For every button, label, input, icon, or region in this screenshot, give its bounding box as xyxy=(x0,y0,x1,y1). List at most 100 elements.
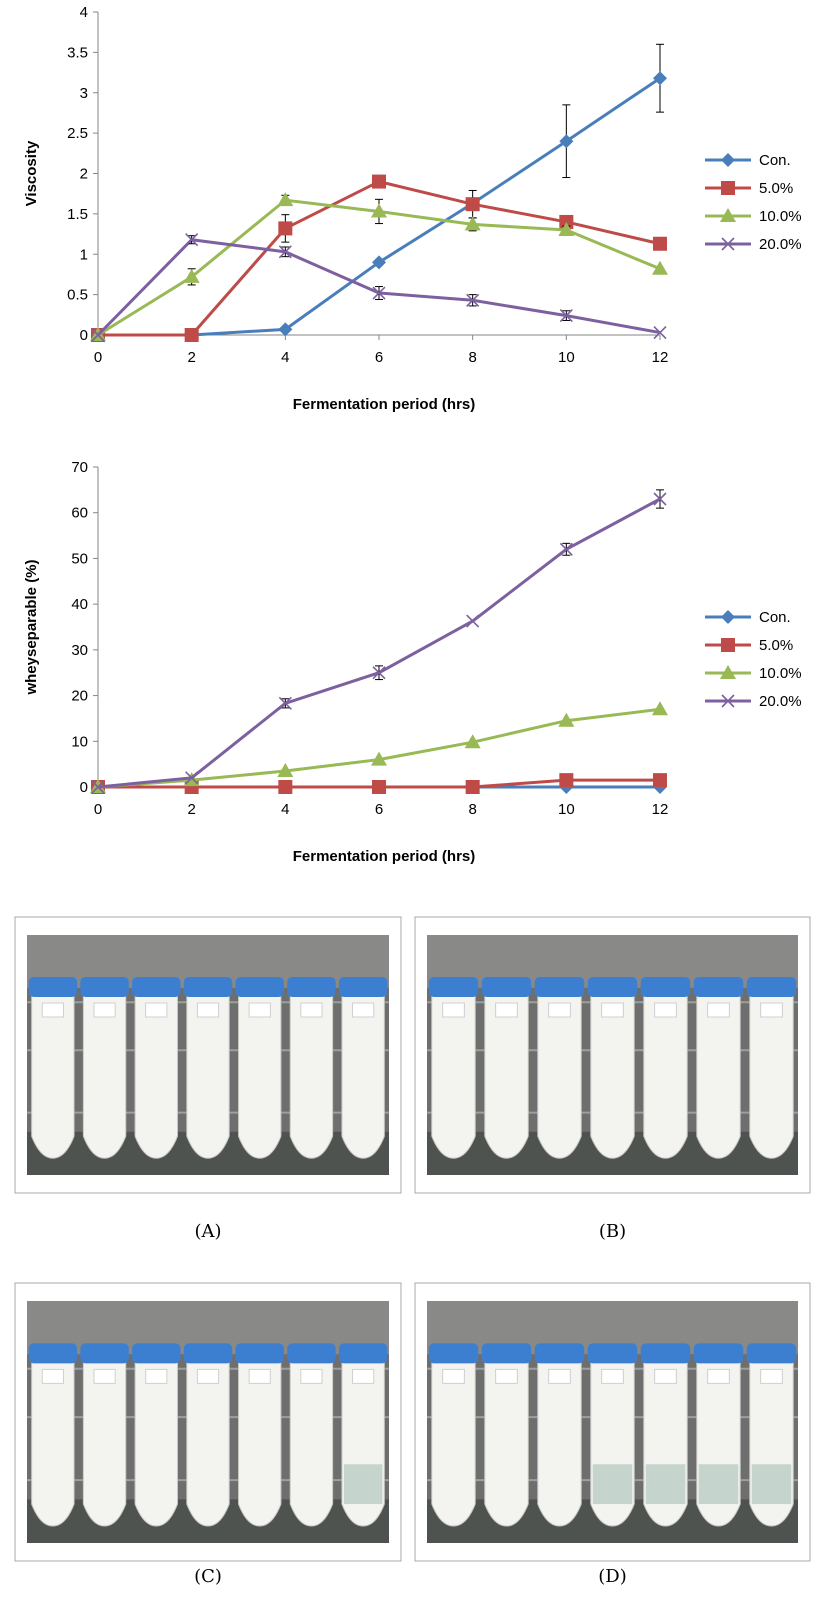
tube-label xyxy=(196,1002,220,1018)
legend-label: Con. xyxy=(759,152,791,169)
y-tick-label: 40 xyxy=(71,596,88,613)
data-point xyxy=(653,492,667,506)
legend-marker xyxy=(721,181,735,195)
tube-cap xyxy=(28,977,78,997)
tube-cap xyxy=(183,977,233,997)
tube xyxy=(537,1360,582,1527)
tube-label xyxy=(352,1368,375,1384)
tube-cap xyxy=(80,1343,129,1364)
tube-cap xyxy=(132,977,181,997)
data-point xyxy=(559,309,573,323)
tube xyxy=(590,994,635,1159)
series-1 xyxy=(91,773,667,794)
data-point xyxy=(559,773,574,788)
y-tick-label: 50 xyxy=(71,550,88,567)
x-axis-label: Fermentation period (hrs) xyxy=(293,396,476,413)
legend-label: Con. xyxy=(759,609,791,626)
y-tick-label: 30 xyxy=(71,642,88,659)
legend-label: 5.0% xyxy=(759,180,793,197)
y-tick-label: 10 xyxy=(71,733,88,750)
tube-cap xyxy=(587,1343,638,1364)
tube-label xyxy=(196,1368,220,1384)
legend-marker xyxy=(720,208,736,222)
tube-cap xyxy=(534,1343,585,1364)
data-point xyxy=(371,751,387,766)
tube-label xyxy=(442,1002,465,1018)
tube xyxy=(31,1360,75,1527)
data-point xyxy=(559,134,574,149)
legend-marker xyxy=(721,638,735,652)
data-point xyxy=(464,734,481,749)
data-point xyxy=(278,780,293,794)
data-point xyxy=(653,71,667,86)
tube-cap xyxy=(132,1343,181,1364)
whey-layer xyxy=(592,1464,633,1505)
tube-label xyxy=(145,1368,168,1384)
tube-cap xyxy=(640,1343,691,1364)
tube xyxy=(238,1360,282,1527)
y-tick-label: 0 xyxy=(80,327,88,344)
legend-label: 20.0% xyxy=(759,236,802,253)
tube-label xyxy=(41,1368,64,1384)
tube-cap xyxy=(481,1343,532,1364)
data-point xyxy=(372,780,386,794)
x-tick-label: 10 xyxy=(558,801,575,818)
tube-label xyxy=(548,1368,571,1384)
tube xyxy=(289,1360,334,1527)
data-point xyxy=(184,328,199,342)
tube-cap xyxy=(587,977,638,997)
data-point xyxy=(653,326,667,340)
tube-cap xyxy=(338,977,388,997)
data-point xyxy=(652,701,668,716)
y-tick-label: 2 xyxy=(80,166,88,183)
tube-cap xyxy=(693,1343,744,1364)
x-tick-label: 8 xyxy=(468,349,476,366)
photo-panel-2: (C) xyxy=(14,1282,402,1587)
data-point xyxy=(371,203,387,218)
y-axis-label: Viscosity xyxy=(23,140,40,206)
tube xyxy=(186,1360,230,1527)
tube xyxy=(537,994,582,1159)
tube-cap xyxy=(481,977,532,997)
legend-label: 5.0% xyxy=(759,637,793,654)
tube-label xyxy=(654,1002,677,1018)
tube xyxy=(289,994,334,1159)
tube xyxy=(31,994,75,1159)
x-tick-label: 6 xyxy=(375,801,383,818)
x-axis-label: Fermentation period (hrs) xyxy=(293,848,476,865)
tube-cap xyxy=(428,1343,479,1364)
photo-panel-3: (D) xyxy=(414,1282,811,1587)
data-point xyxy=(372,255,386,270)
tube xyxy=(643,994,688,1159)
y-tick-label: 4 xyxy=(80,4,88,21)
x-tick-label: 4 xyxy=(281,349,289,366)
data-point xyxy=(466,614,480,628)
viscosity-chart: 0 0.5 1 1.5 2 2.5 3 3.5 4 0 2 4 6 8 10 12 Fermentation p… xyxy=(23,4,802,413)
x-tick-label: 0 xyxy=(94,801,102,818)
tube-cap xyxy=(28,1343,78,1364)
x-tick-label: 2 xyxy=(187,801,195,818)
tube xyxy=(186,994,230,1159)
tube-cap xyxy=(235,1343,284,1364)
data-point xyxy=(653,236,667,251)
y-tick-label: 60 xyxy=(71,505,88,522)
tube-label xyxy=(601,1002,624,1018)
tube-label xyxy=(495,1368,518,1384)
data-point xyxy=(652,260,668,275)
whey-layer xyxy=(645,1464,686,1505)
tube-label xyxy=(495,1002,518,1018)
tube-cap xyxy=(338,1343,388,1364)
data-point xyxy=(559,214,574,229)
tube-label xyxy=(41,1002,64,1018)
tube-label xyxy=(93,1368,116,1384)
tube-label xyxy=(760,1002,783,1018)
data-point xyxy=(91,328,105,342)
data-point xyxy=(278,221,293,236)
tube-label xyxy=(707,1368,730,1384)
legend-label: 20.0% xyxy=(759,693,802,710)
data-point xyxy=(465,197,480,212)
data-point xyxy=(372,174,386,189)
tube xyxy=(238,994,282,1159)
series-line xyxy=(97,497,661,789)
